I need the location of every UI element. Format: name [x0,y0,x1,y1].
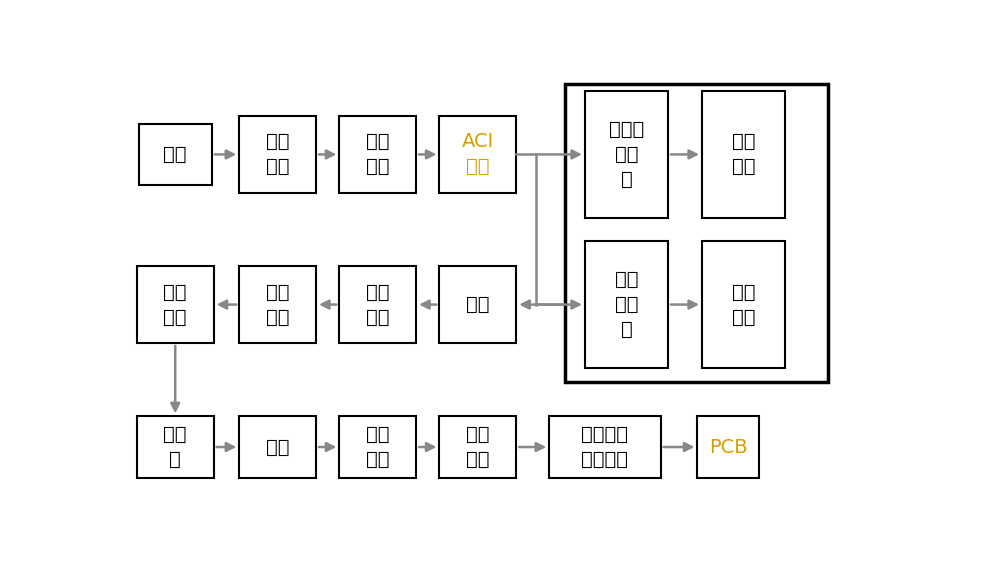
Text: 钻孔
沉铜: 钻孔 沉铜 [732,282,755,327]
Text: 外形
加工: 外形 加工 [466,425,490,469]
Bar [439,116,516,193]
Bar [697,416,759,478]
Bar [702,91,785,218]
Text: 压接内
孔层
压: 压接内 孔层 压 [609,120,644,189]
Bar [585,241,668,368]
Text: 其余
内层
压: 其余 内层 压 [615,270,638,339]
Text: 开料: 开料 [163,145,187,164]
Bar [439,416,516,478]
Text: 电性能测
试及综检: 电性能测 试及综检 [581,425,628,469]
Bar [339,116,416,193]
Text: 外层
蚀刻: 外层 蚀刻 [163,282,187,327]
Text: 压合: 压合 [466,295,490,314]
Bar [137,266,214,343]
Bar [239,266,316,343]
Bar [139,124,212,185]
Text: 图形
电镀: 图形 电镀 [266,282,289,327]
Bar [549,416,661,478]
Text: 湿菲
林: 湿菲 林 [163,425,187,469]
Text: 外层
干膜: 外层 干膜 [366,282,390,327]
Bar [585,91,668,218]
Bar [439,266,516,343]
Text: ACI
检板: ACI 检板 [462,132,494,177]
Bar [702,241,785,368]
Bar [239,116,316,193]
Text: 表面
处理: 表面 处理 [366,425,390,469]
Bar [137,416,214,478]
Text: 内层
蚀刻: 内层 蚀刻 [366,132,390,177]
Text: 字符: 字符 [266,437,289,457]
Bar [239,416,316,478]
Text: 钻孔
沉铜: 钻孔 沉铜 [732,132,755,177]
Text: 内层
干膜: 内层 干膜 [266,132,289,177]
Bar [565,84,828,382]
Bar [339,416,416,478]
Bar [339,266,416,343]
Text: PCB: PCB [709,437,747,457]
